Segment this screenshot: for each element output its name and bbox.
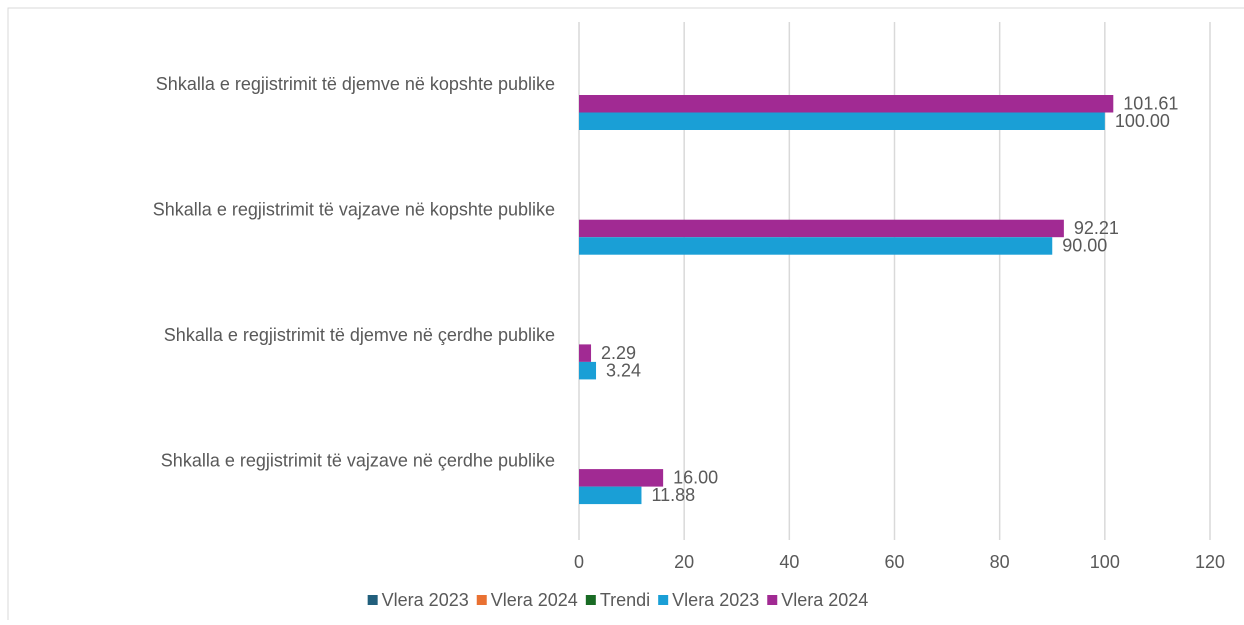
- legend-swatch: [476, 595, 487, 605]
- x-tick-label: 0: [574, 552, 584, 572]
- legend-swatch: [585, 595, 596, 605]
- data-label: 101.61: [1123, 94, 1178, 114]
- data-label: 92.21: [1074, 218, 1119, 238]
- legend-swatch: [367, 595, 378, 605]
- legend-label: Trendi: [600, 590, 650, 610]
- legend-swatch: [767, 595, 778, 605]
- data-label: 11.88: [651, 485, 695, 505]
- bar: [579, 219, 1064, 238]
- category-label: Shkalla e regjistrimit të djemve në kops…: [156, 74, 555, 94]
- data-label: 100.00: [1115, 111, 1170, 131]
- legend-label: Vlera 2024: [781, 590, 868, 610]
- x-tick-label: 60: [884, 552, 904, 572]
- bar: [579, 361, 597, 380]
- x-tick-label: 100: [1090, 552, 1120, 572]
- data-label: 16.00: [673, 468, 718, 488]
- bar: [579, 112, 1105, 130]
- legend-label: Vlera 2023: [672, 590, 759, 610]
- data-label: 3.24: [606, 360, 641, 380]
- legend-label: Vlera 2023: [382, 590, 469, 610]
- category-label: Shkalla e regjistrimit të djemve në çerd…: [164, 325, 555, 345]
- chart-frame: [7, 7, 1244, 625]
- category-label: Shkalla e regjistrimit të vajzave në çer…: [161, 450, 555, 470]
- x-tick-label: 20: [674, 552, 694, 572]
- x-tick-label: 120: [1195, 552, 1225, 572]
- legend-swatch: [658, 595, 669, 605]
- bar: [579, 469, 664, 487]
- x-tick-label: 40: [779, 552, 799, 572]
- data-label: 2.29: [601, 343, 636, 363]
- legend-label: Vlera 2024: [491, 590, 578, 610]
- bar: [579, 344, 592, 362]
- x-tick-label: 80: [990, 552, 1010, 572]
- bar: [579, 486, 642, 505]
- category-label: Shkalla e regjistrimit të vajzave në kop…: [153, 199, 555, 219]
- bar: [579, 95, 1114, 113]
- bar: [579, 237, 1053, 255]
- data-label: 90.00: [1062, 236, 1107, 256]
